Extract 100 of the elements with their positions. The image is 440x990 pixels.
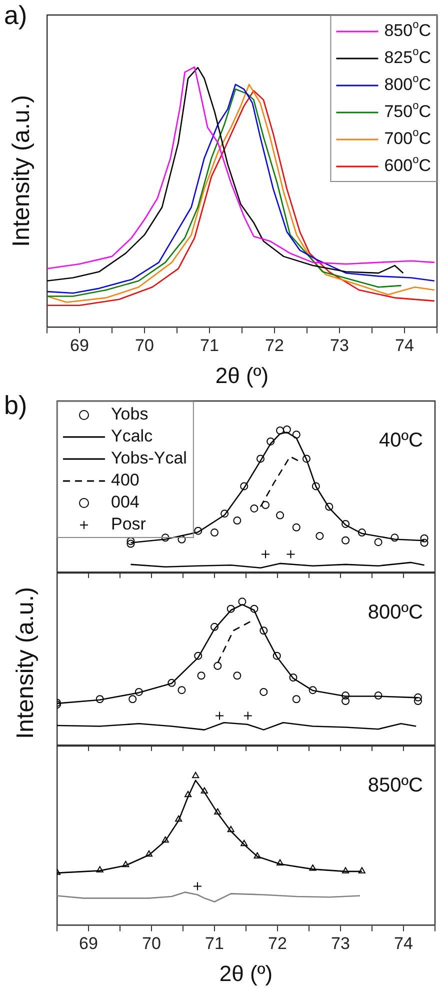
x-tick-label: 69 — [70, 336, 89, 356]
point — [175, 815, 182, 822]
x-tick-label: 70 — [135, 336, 154, 356]
point — [122, 860, 130, 868]
point — [238, 598, 246, 606]
point — [260, 626, 268, 635]
point — [342, 692, 350, 700]
point — [260, 688, 268, 696]
x-tick-label: 71 — [205, 934, 224, 954]
point — [261, 550, 270, 559]
annotation: 40ºC — [379, 430, 423, 452]
point — [210, 622, 218, 631]
point — [342, 520, 350, 528]
point — [194, 652, 202, 660]
y-axis-title: Intensity (a.u.) — [12, 587, 40, 740]
point — [233, 672, 242, 680]
chart-title: a) — [4, 0, 28, 30]
point — [289, 673, 298, 682]
point — [233, 516, 242, 525]
legend-label: Posr — [111, 514, 146, 534]
x-tick-label: 72 — [265, 336, 284, 356]
point — [420, 534, 428, 542]
point — [250, 504, 258, 512]
point — [96, 695, 104, 704]
legend-label: 004 — [111, 492, 140, 512]
y-axis-title: Intensity (a.u.) — [8, 95, 36, 248]
point — [162, 836, 169, 843]
point — [292, 430, 300, 439]
legend-label: Yobs — [111, 404, 148, 424]
point — [358, 867, 366, 874]
point — [266, 437, 275, 446]
point — [342, 867, 350, 874]
x-tick-label: 74 — [395, 336, 414, 356]
point — [390, 534, 399, 542]
point — [309, 864, 316, 871]
legend-label: Yobs-Ycal — [111, 448, 187, 468]
legend-label: Ycalc — [111, 426, 154, 446]
point — [254, 852, 261, 858]
point — [184, 790, 192, 798]
x-tick-label: 73 — [330, 336, 349, 356]
x-tick-label: 71 — [200, 336, 219, 356]
point — [128, 695, 137, 704]
point — [243, 711, 252, 720]
point — [96, 866, 104, 872]
point — [197, 672, 206, 680]
point — [168, 678, 176, 687]
point — [126, 537, 135, 546]
point — [272, 652, 281, 660]
point — [374, 692, 382, 700]
x-tick-label: 72 — [268, 934, 287, 954]
point — [192, 882, 202, 891]
point — [308, 686, 317, 694]
point — [250, 604, 258, 613]
point — [145, 850, 153, 857]
point — [282, 426, 291, 434]
point — [262, 501, 270, 510]
point — [240, 840, 248, 846]
point — [292, 695, 300, 704]
point — [420, 538, 428, 547]
point — [276, 426, 284, 434]
point — [312, 482, 320, 490]
point — [220, 510, 229, 518]
point — [226, 604, 235, 613]
annotation: 800ºC — [368, 602, 423, 624]
x-tick-label: 73 — [331, 934, 350, 954]
point — [276, 511, 284, 520]
point — [210, 528, 218, 537]
x-axis-title: 2θ (º) — [215, 362, 269, 388]
point — [292, 523, 300, 532]
point — [161, 534, 170, 542]
x-tick-label: 70 — [142, 934, 161, 954]
point — [240, 482, 248, 490]
point — [276, 859, 284, 866]
point — [342, 536, 350, 544]
point — [325, 502, 334, 511]
point — [214, 662, 222, 670]
point — [215, 711, 224, 720]
point — [286, 550, 296, 559]
point — [302, 454, 310, 463]
annotation: 850ºC — [368, 774, 423, 797]
point — [134, 688, 143, 696]
point — [178, 535, 186, 544]
point — [200, 787, 208, 794]
point — [178, 686, 186, 694]
point — [342, 696, 350, 705]
x-tick-label: 69 — [79, 934, 98, 954]
point — [126, 540, 135, 548]
point — [414, 693, 422, 702]
point — [374, 538, 382, 546]
point — [414, 696, 422, 705]
point — [192, 772, 200, 778]
point — [358, 528, 366, 537]
x-tick-label: 74 — [394, 934, 413, 954]
point — [256, 454, 264, 463]
point — [227, 826, 234, 832]
point — [194, 526, 202, 535]
legend-label: 400 — [111, 470, 140, 490]
point — [316, 532, 324, 540]
point — [214, 808, 222, 815]
chart-title: b) — [4, 390, 28, 420]
